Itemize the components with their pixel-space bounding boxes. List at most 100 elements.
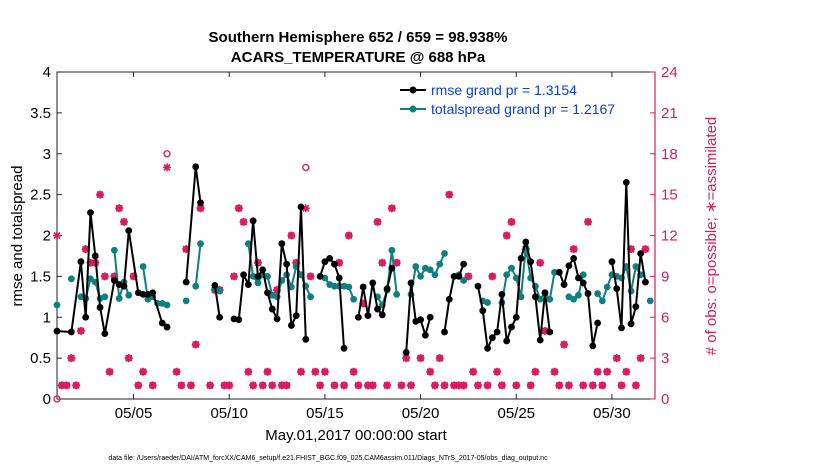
obs-assimilated-point bbox=[76, 326, 85, 335]
rmse-point bbox=[273, 315, 281, 323]
rmse-point bbox=[163, 323, 171, 331]
rmse-point bbox=[498, 290, 506, 298]
rmse-point bbox=[426, 313, 434, 321]
totalspread-point bbox=[249, 272, 257, 280]
totalspread-point bbox=[598, 297, 606, 305]
obs-assimilated-point bbox=[612, 354, 621, 363]
rmse-point bbox=[493, 328, 501, 336]
totalspread-point bbox=[307, 293, 314, 301]
obs-assimilated-point bbox=[493, 367, 502, 376]
obs-assimilated-point bbox=[316, 381, 325, 390]
y-right-tick-label: 24 bbox=[661, 64, 678, 81]
obs-assimilated-point bbox=[469, 367, 478, 376]
obs-assimilated-point bbox=[340, 381, 349, 390]
data-file-footer: data file: /Users/raeder/DAI/ATM_forcXX/… bbox=[108, 455, 548, 462]
y-right-tick-label: 3 bbox=[661, 350, 669, 367]
y-left-tick-label: 0 bbox=[43, 391, 51, 408]
obs-assimilated-point bbox=[488, 272, 497, 281]
rmse-point bbox=[101, 330, 109, 337]
rmse-point bbox=[192, 163, 200, 171]
x-axis: 05/05 05/10 05/15 05/20 05/25 05/30 bbox=[115, 72, 631, 422]
obs-assimilated-point bbox=[119, 217, 128, 226]
totalspread-point bbox=[244, 240, 252, 248]
y-axis-right-label: # of obs: o=possible; ∗=assimilated bbox=[703, 117, 720, 356]
y-right-tick-label: 18 bbox=[661, 146, 678, 163]
rmse-point bbox=[589, 342, 597, 350]
chart-title-line-2: ACARS_TEMPERATURE @ 688 hPa bbox=[231, 49, 486, 66]
y-right-tick-label: 6 bbox=[661, 309, 669, 326]
obs-assimilated-point bbox=[349, 367, 358, 376]
obs-assimilated-point bbox=[177, 381, 186, 390]
rmse-point bbox=[331, 260, 338, 268]
y-axis-left: 0 0.5 1 1.5 2 2.5 3 3.5 4 bbox=[30, 64, 62, 408]
rmse-point bbox=[182, 278, 190, 286]
rmse-point bbox=[240, 271, 247, 279]
totalspread-point bbox=[460, 277, 468, 284]
rmse-point bbox=[484, 344, 491, 352]
obs-assimilated-point bbox=[263, 367, 272, 376]
rmse-point bbox=[637, 250, 645, 257]
rmse-point bbox=[388, 264, 396, 272]
obs-assimilated-point bbox=[378, 258, 387, 267]
obs-assimilated-point bbox=[81, 245, 90, 254]
rmse-point bbox=[67, 328, 75, 336]
rmse-point bbox=[82, 313, 90, 321]
obs-assimilated-point bbox=[62, 381, 71, 390]
totalspread-point bbox=[570, 295, 578, 303]
rmse-point bbox=[479, 307, 487, 315]
obs-assimilated-point bbox=[105, 367, 114, 376]
rmse-point bbox=[321, 258, 329, 266]
obs-assimilated-point bbox=[569, 245, 578, 254]
totalspread-point bbox=[412, 263, 420, 270]
rmse-point bbox=[536, 336, 544, 344]
obs-assimilated-point bbox=[550, 367, 559, 376]
obs-assimilated-point bbox=[603, 367, 612, 376]
obs-assimilated-point bbox=[72, 381, 81, 390]
rmse-point bbox=[555, 268, 563, 276]
rmse-point bbox=[53, 327, 61, 335]
obs-assimilated-point bbox=[330, 381, 339, 390]
rmse-point bbox=[316, 272, 324, 280]
rmse-point bbox=[402, 349, 410, 356]
rmse-point bbox=[87, 209, 94, 217]
y-left-tick-label: 3.5 bbox=[30, 105, 51, 122]
obs-assimilated-point bbox=[473, 381, 482, 390]
rmse-point bbox=[383, 285, 391, 293]
rmse-point bbox=[565, 262, 573, 270]
totalspread-line bbox=[113, 250, 130, 299]
rmse-point bbox=[455, 272, 463, 280]
x-tick-label: 05/25 bbox=[497, 405, 535, 422]
rmse-point bbox=[608, 258, 616, 266]
rmse-point bbox=[445, 295, 453, 303]
x-tick-label: 05/20 bbox=[402, 405, 440, 422]
totalspread-point bbox=[53, 301, 61, 309]
totalspread-point bbox=[436, 260, 444, 268]
rmse-point bbox=[632, 303, 640, 311]
y-left-tick-label: 2.5 bbox=[30, 187, 51, 204]
totalspread-point bbox=[393, 290, 401, 298]
rmse-point bbox=[125, 227, 133, 234]
rmse-line bbox=[233, 206, 307, 340]
obs-assimilated-point bbox=[296, 367, 305, 376]
obs-assimilated-point bbox=[464, 272, 473, 281]
obs-assimilated-point bbox=[368, 381, 377, 390]
x-axis-label: May.01,2017 00:00:00 start bbox=[265, 427, 447, 444]
y-right-tick-label: 0 bbox=[661, 391, 669, 408]
obs-assimilated-point bbox=[306, 272, 315, 281]
totalspread-point bbox=[197, 240, 204, 248]
rmse-point bbox=[364, 312, 372, 320]
obs-assimilated-point bbox=[526, 381, 535, 390]
obs-assimilated-point bbox=[320, 367, 329, 376]
totalspread-point bbox=[264, 272, 271, 280]
x-tick-label: 05/15 bbox=[306, 405, 344, 422]
x-tick-label: 05/10 bbox=[210, 405, 248, 422]
rmse-line bbox=[610, 182, 647, 329]
obs-assimilated-point bbox=[239, 217, 248, 226]
rmse-point bbox=[278, 240, 286, 248]
obs-assimilated-point bbox=[287, 231, 296, 240]
obs-assimilated-point bbox=[53, 231, 61, 240]
rmse-point bbox=[197, 199, 204, 207]
rmse-point bbox=[283, 260, 291, 268]
rmse-point bbox=[517, 254, 525, 262]
